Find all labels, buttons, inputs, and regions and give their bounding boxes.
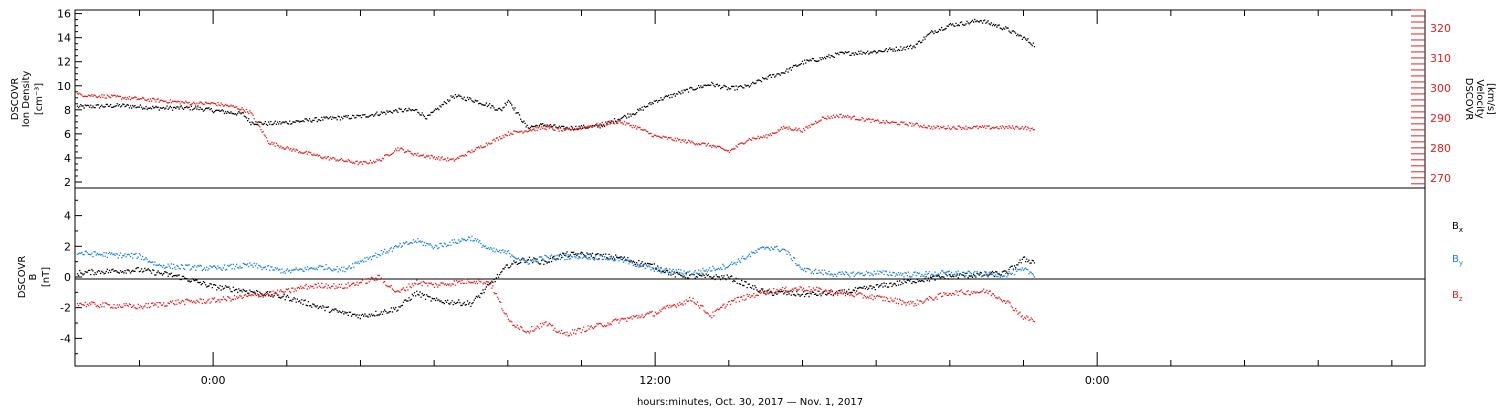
b-axis-label-line2: B bbox=[28, 273, 39, 280]
legend-bx: Bx bbox=[1452, 221, 1463, 234]
velocity-axis-label-line1: DSCOVR bbox=[1463, 78, 1474, 121]
density-tick-label: 10 bbox=[57, 80, 71, 93]
b-axis-ticks: -4 -2 0 2 4 bbox=[60, 199, 82, 355]
top-panel-points bbox=[76, 18, 1036, 166]
density-tick-label: 12 bbox=[57, 56, 71, 69]
density-axis-label-line3: [cm⁻³] bbox=[34, 83, 45, 115]
density-tick-label: 6 bbox=[64, 128, 71, 141]
legend-bz: Bz bbox=[1452, 290, 1463, 303]
time-tick-label: 0:00 bbox=[201, 374, 226, 387]
velocity-tick-label: 300 bbox=[1430, 82, 1451, 95]
time-axis-ticks: 0:00 12:00 0:00 bbox=[138, 10, 1393, 387]
b-tick-label: 0 bbox=[64, 271, 71, 284]
b-components-legend: Bx By Bz bbox=[1452, 221, 1463, 303]
density-axis-ticks: 2 4 6 8 10 12 14 16 bbox=[57, 8, 82, 189]
velocity-axis-label-line3: [km/s] bbox=[1485, 83, 1496, 115]
velocity-tick-label: 320 bbox=[1430, 22, 1451, 35]
b-tick-label: -4 bbox=[60, 332, 71, 345]
density-tick-label: 8 bbox=[64, 104, 71, 117]
b-axis-label-line1: DSCOVR bbox=[17, 256, 28, 299]
time-axis-label: hours:minutes, Oct. 30, 2017 — Nov. 1, 2… bbox=[637, 397, 863, 408]
magnetic-field-panel: -4 -2 0 2 4 0:00 12:00 0:00 DSCOVR B [nT] hour… bbox=[17, 10, 1426, 408]
velocity-tick-label: 280 bbox=[1430, 142, 1451, 155]
ion-density-series bbox=[76, 18, 1036, 131]
velocity-tick-label: 270 bbox=[1430, 172, 1451, 185]
time-tick-label: 12:00 bbox=[639, 374, 671, 387]
legend-by: By bbox=[1452, 254, 1463, 267]
density-tick-label: 2 bbox=[64, 176, 71, 189]
b-tick-label: -2 bbox=[60, 302, 71, 315]
b-tick-label: 4 bbox=[64, 210, 71, 223]
density-axis-label-line1: DSCOVR bbox=[10, 78, 21, 121]
velocity-axis-ticks: 270 280 290 300 310 320 bbox=[1411, 9, 1451, 185]
density-tick-label: 16 bbox=[57, 8, 71, 21]
b-axis-label-line3: [nT] bbox=[41, 267, 52, 287]
time-tick-label: 0:00 bbox=[1085, 374, 1110, 387]
density-tick-label: 4 bbox=[64, 152, 71, 165]
velocity-tick-label: 310 bbox=[1430, 52, 1451, 65]
ion-density-points bbox=[76, 18, 1036, 131]
density-velocity-panel: 2 4 6 8 10 12 14 16 270 280 290 300 310 320 DSCOVR I… bbox=[10, 8, 1496, 189]
density-axis-label-line2: Ion Density bbox=[21, 71, 32, 128]
velocity-tick-label: 290 bbox=[1430, 112, 1451, 125]
density-tick-label: 14 bbox=[57, 32, 71, 45]
velocity-axis-label-line2: Velocity bbox=[1474, 79, 1485, 118]
b-tick-label: 2 bbox=[64, 240, 71, 253]
